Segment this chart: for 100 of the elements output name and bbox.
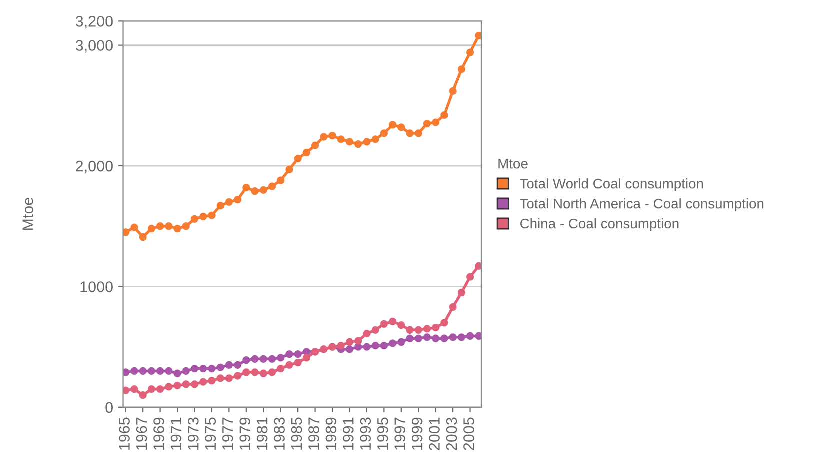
point <box>432 334 440 342</box>
point <box>156 367 164 376</box>
point <box>156 385 164 394</box>
point <box>475 332 482 340</box>
point <box>388 121 397 129</box>
x-tick-label: 1999 <box>412 418 423 450</box>
point <box>398 124 406 132</box>
point <box>216 374 224 382</box>
point <box>328 132 336 140</box>
point <box>458 288 466 297</box>
point <box>225 361 234 369</box>
point <box>148 224 156 233</box>
point <box>414 130 422 138</box>
point <box>380 342 388 350</box>
point <box>414 326 422 334</box>
point <box>423 120 432 128</box>
point <box>346 138 354 146</box>
y-tick-label: 0 <box>106 402 113 414</box>
point <box>337 136 345 144</box>
point <box>372 326 380 334</box>
point <box>449 334 457 342</box>
y-tick-label: 1000 <box>80 282 113 292</box>
x-tick-label: 1979 <box>240 418 251 450</box>
point <box>139 233 147 242</box>
point <box>174 224 182 233</box>
point <box>234 361 242 369</box>
y-tick-label: 3,200 <box>76 16 113 29</box>
point <box>251 188 259 196</box>
x-tick-label: 2001 <box>429 418 440 450</box>
point <box>388 340 397 348</box>
point <box>260 370 268 378</box>
point <box>414 334 422 342</box>
x-tick-label: 1983 <box>274 418 285 450</box>
x-tick-label: 1973 <box>188 418 199 450</box>
point <box>380 320 388 328</box>
point <box>406 326 414 334</box>
x-tick-label: 1967 <box>136 418 148 450</box>
point <box>449 303 457 312</box>
point <box>337 342 345 350</box>
point <box>363 330 371 338</box>
point <box>216 364 224 372</box>
point <box>449 87 457 96</box>
y-axis-title: Mtoe <box>22 198 34 230</box>
point <box>432 118 440 126</box>
point <box>294 154 302 163</box>
point <box>182 367 190 376</box>
point <box>388 318 397 326</box>
point <box>346 346 354 354</box>
x-tick-label: 1981 <box>256 418 268 450</box>
point <box>311 142 320 150</box>
legend-label: Total North America - Coal consumption <box>520 198 764 212</box>
point <box>363 138 371 146</box>
point <box>466 48 474 56</box>
x-tick-label: 1993 <box>360 418 372 450</box>
point <box>165 383 173 391</box>
point <box>406 334 414 342</box>
point <box>346 338 354 346</box>
point <box>174 370 182 378</box>
point <box>130 367 138 376</box>
x-tick-label: 1965 <box>119 418 130 450</box>
x-tick-label: 1971 <box>170 418 182 450</box>
point <box>475 262 482 270</box>
point <box>200 364 208 373</box>
point <box>148 367 156 376</box>
x-tick-label: 1987 <box>308 418 320 450</box>
point <box>354 140 362 148</box>
point <box>475 32 482 40</box>
point <box>123 228 130 236</box>
x-tick-label: 1991 <box>343 418 354 450</box>
x-tick-label: 1969 <box>154 418 164 450</box>
x-tick-label: 2003 <box>446 418 458 450</box>
point <box>234 196 242 204</box>
point <box>286 166 294 174</box>
point <box>165 222 173 230</box>
point <box>354 343 362 351</box>
point <box>139 367 147 376</box>
point <box>130 224 138 232</box>
point <box>208 377 216 385</box>
point <box>234 372 242 380</box>
point <box>277 354 285 362</box>
point <box>277 364 285 373</box>
point <box>174 382 182 390</box>
point <box>225 374 234 382</box>
point <box>423 325 432 333</box>
point <box>251 355 259 363</box>
point <box>242 356 250 364</box>
point <box>372 136 380 144</box>
point <box>225 198 234 206</box>
point <box>139 392 147 400</box>
point <box>190 215 199 223</box>
point <box>165 367 173 376</box>
point <box>440 319 448 327</box>
point <box>208 212 216 220</box>
point <box>242 368 250 376</box>
point <box>302 354 311 362</box>
point <box>363 343 371 351</box>
point <box>466 273 474 281</box>
legend-title: Mtoe <box>498 159 528 169</box>
point <box>432 324 440 332</box>
point <box>294 350 302 358</box>
